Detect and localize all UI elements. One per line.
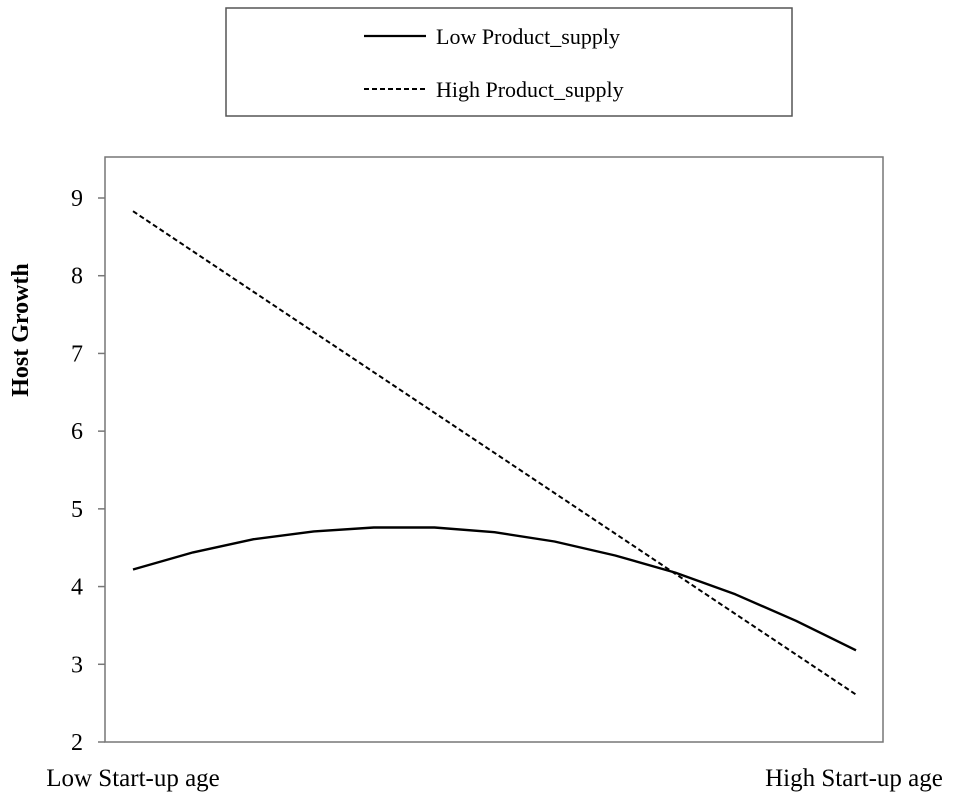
legend-box	[225, 7, 793, 117]
legend: Low Product_supply High Product_supply	[225, 7, 793, 117]
y-tick-label: 4	[71, 575, 83, 601]
plot-area	[104, 156, 884, 743]
legend-label-low-product-supply: Low Product_supply	[436, 24, 620, 49]
series-layer	[132, 210, 857, 696]
y-tick-label: 7	[71, 341, 83, 367]
y-tick-label: 6	[71, 419, 83, 445]
legend-label-high-product-supply: High Product_supply	[436, 77, 624, 102]
y-tick-label: 2	[71, 730, 83, 756]
y-tick-label: 5	[71, 497, 83, 523]
y-tick-label: 3	[71, 652, 83, 678]
y-tick-label: 8	[71, 264, 83, 290]
series-line-low-product-supply	[132, 526, 857, 652]
y-tick-label: 9	[71, 186, 83, 212]
x-category-label-high: High Start-up age	[765, 765, 943, 792]
y-axis-title: Host Growth	[8, 263, 34, 397]
y-axis: 2 3 4 5 6 7 8 9	[71, 186, 105, 756]
series-line-high-product-supply	[132, 210, 857, 696]
x-category-label-low: Low Start-up age	[46, 765, 220, 792]
